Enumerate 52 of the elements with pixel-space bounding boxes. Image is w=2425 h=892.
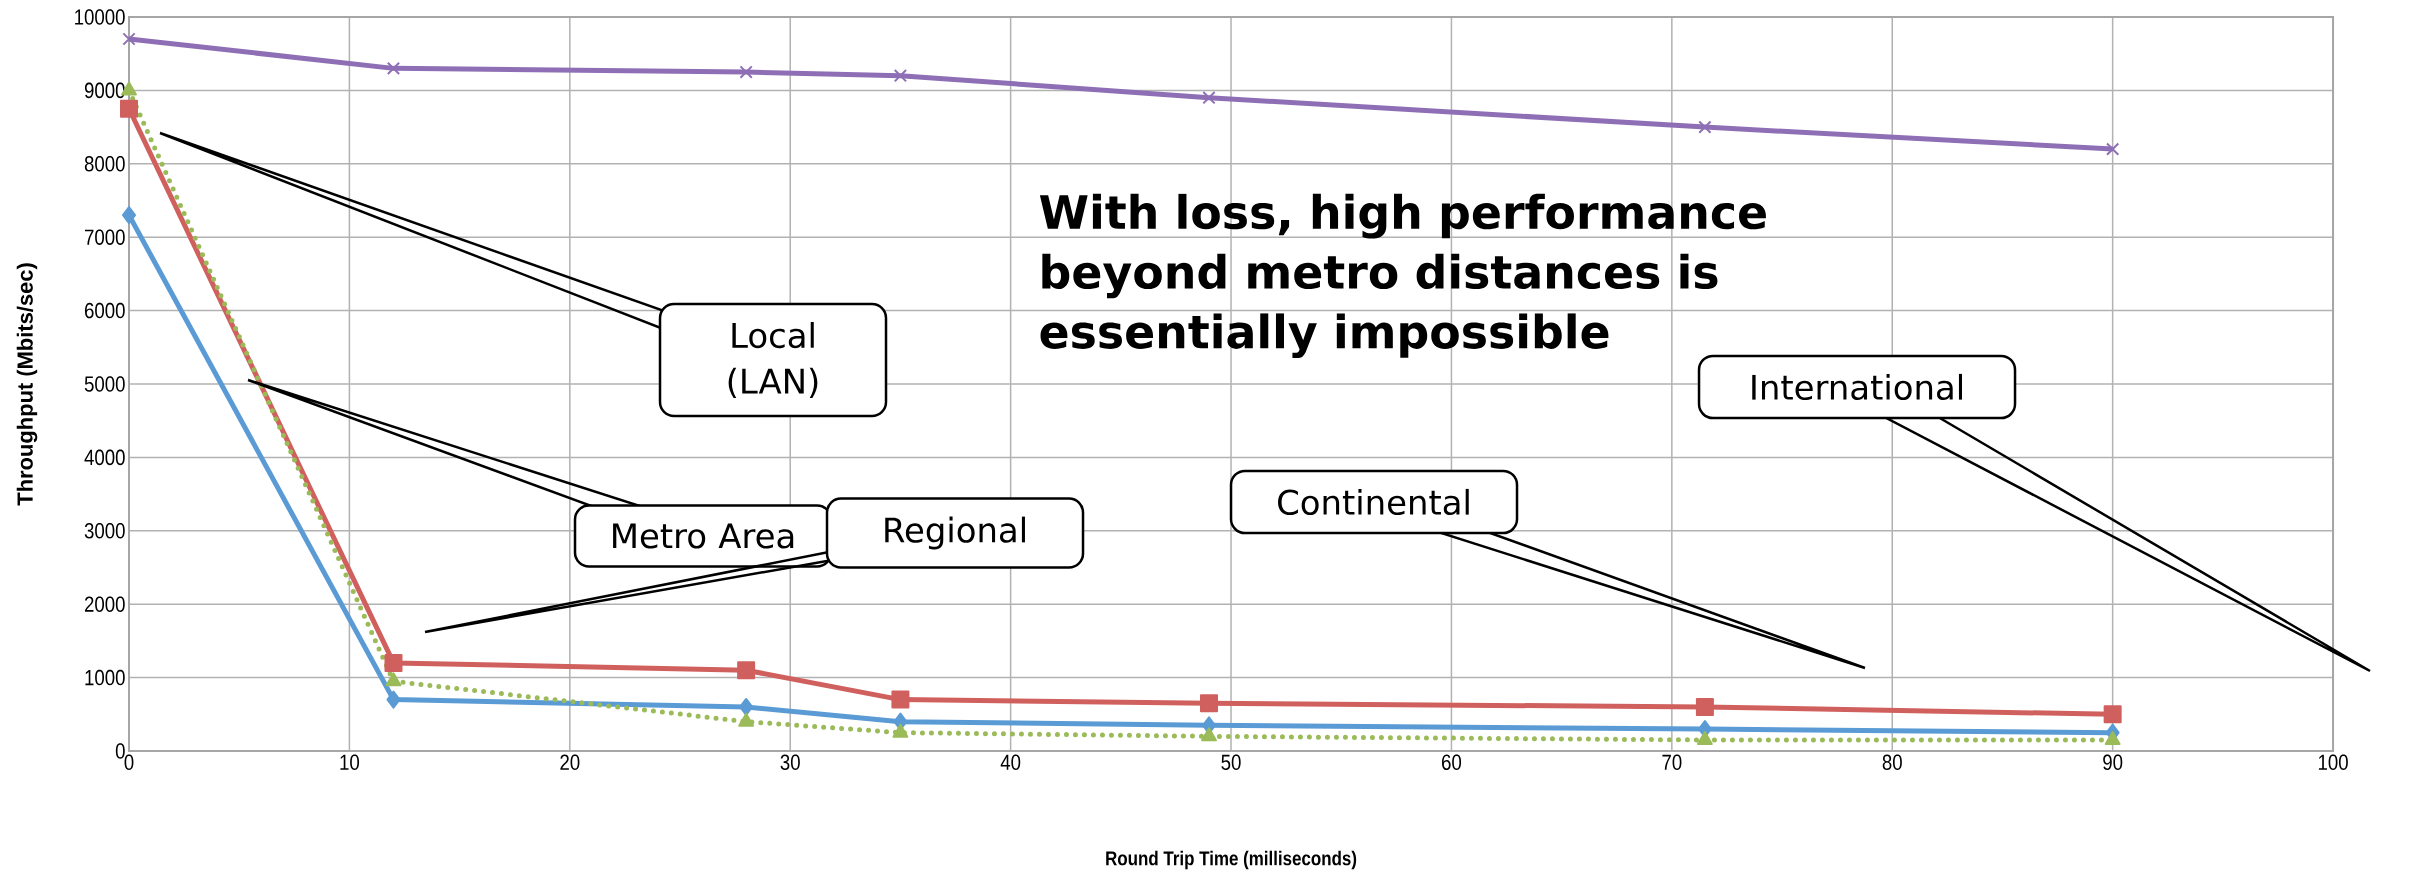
annotation: With loss, high performance beyond metro distances is essentially impossible — [1039, 193, 1766, 359]
x-tick-label: 70 — [1662, 754, 1682, 771]
x-tick-label: 100 — [2318, 754, 2348, 771]
point — [891, 690, 910, 709]
x-tick-label: 80 — [1882, 754, 1902, 771]
point — [2103, 705, 2122, 724]
point — [1696, 730, 1713, 745]
point — [122, 206, 136, 225]
point — [893, 69, 908, 83]
point — [1698, 120, 1712, 134]
x-axis-title: Round Trip Time (milliseconds) — [1106, 850, 1357, 870]
point — [892, 723, 909, 738]
x-tick-label: 40 — [1000, 754, 1021, 771]
y-tick-label: 1000 — [85, 669, 125, 686]
x-tick-label: 10 — [340, 754, 360, 771]
point — [1199, 694, 1218, 713]
y-tick-label: 10000 — [75, 9, 125, 25]
point — [739, 697, 754, 716]
x-tick-label: 50 — [1221, 754, 1241, 771]
y-axis-title: Throughput (Mbits/sec) — [16, 263, 38, 506]
point — [386, 61, 401, 76]
annotation: Local (LAN) — [728, 321, 818, 399]
x-tick-label: 90 — [2103, 754, 2123, 771]
y-tick-label: 9000 — [84, 82, 125, 99]
point — [122, 32, 136, 46]
y-tick-label: 8000 — [84, 156, 125, 172]
y-tick-label: 7000 — [84, 229, 125, 245]
annotation: Continental — [1278, 488, 1469, 516]
point — [1695, 697, 1714, 716]
annotation: Metro Area — [613, 523, 794, 549]
y-tick-label: 5000 — [84, 376, 125, 392]
y-tick-label: 3000 — [84, 523, 125, 539]
x-tick-label: 30 — [780, 754, 800, 771]
annotation: Regional — [885, 516, 1025, 550]
point — [385, 672, 402, 687]
point — [2105, 142, 2120, 156]
point — [1201, 727, 1217, 742]
point — [1202, 91, 1216, 105]
y-tick-label: 4000 — [84, 449, 125, 466]
y-tick-label: 0 — [115, 743, 125, 759]
point — [120, 99, 138, 118]
point — [386, 690, 401, 709]
y-tick-label: 6000 — [84, 302, 125, 319]
point — [739, 65, 753, 79]
point — [738, 712, 755, 727]
point — [384, 653, 403, 672]
annotation: International — [1752, 373, 1962, 401]
point — [2104, 730, 2121, 745]
point — [737, 661, 756, 680]
x-tick-label: 20 — [560, 754, 580, 771]
y-tick-label: 2000 — [84, 596, 125, 612]
x-tick-label: 60 — [1442, 754, 1462, 771]
